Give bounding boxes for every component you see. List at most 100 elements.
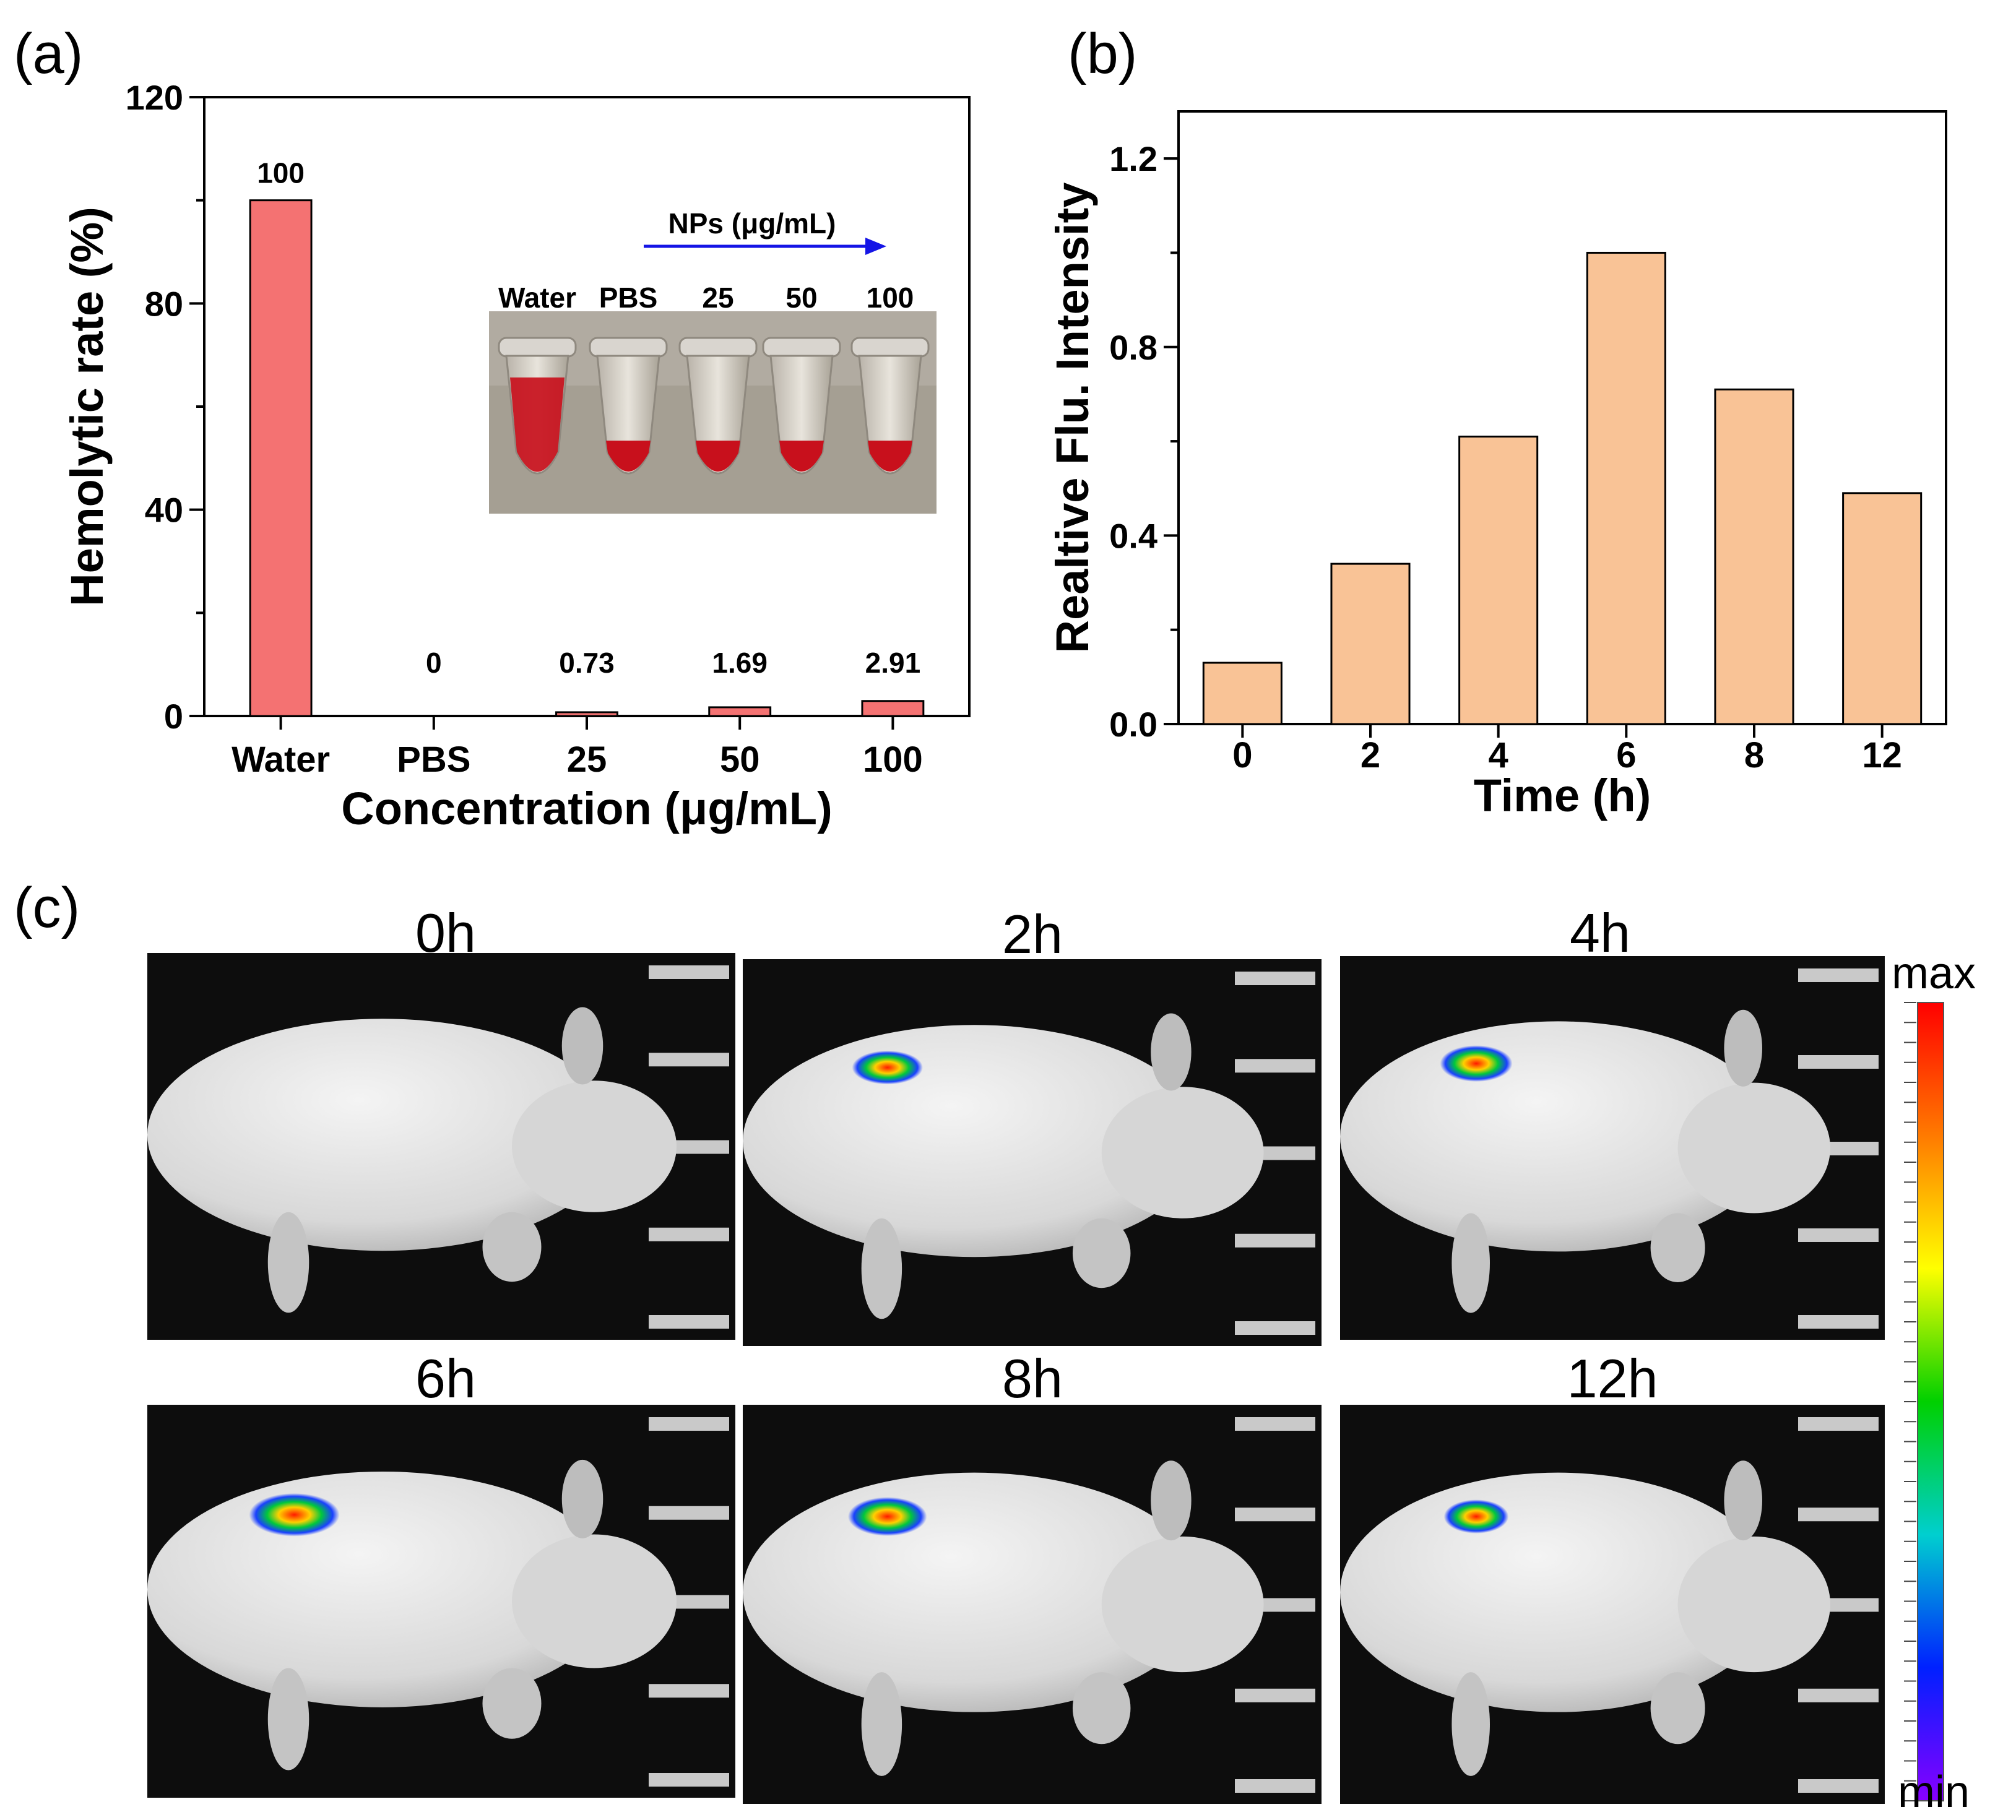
mouse-leg <box>267 1212 309 1313</box>
mouse-leg <box>482 1668 542 1739</box>
mouse-body <box>1340 1009 1830 1313</box>
y-tick-label: 0 <box>164 697 183 736</box>
x-tick-label: 25 <box>567 740 607 780</box>
panel-a-x-axis-title: Concentration (μg/mL) <box>341 783 832 834</box>
mouse-torso <box>1340 1472 1776 1712</box>
tube-cap <box>678 337 758 358</box>
ruler-mark <box>649 1227 729 1241</box>
inset-arrow-label: NPs (μg/mL) <box>668 207 836 239</box>
mouse-head <box>512 1080 677 1212</box>
mouse-leg <box>1451 1672 1490 1776</box>
mouse-torso <box>147 1019 618 1251</box>
bar-4 <box>1458 435 1539 725</box>
inset-tube-label: Water <box>498 282 576 314</box>
bar-2 <box>1330 563 1411 725</box>
y-tick-label: 0.4 <box>1109 516 1157 555</box>
ruler-mark <box>1798 1228 1879 1242</box>
panel-b-x-axis-title: Time (h) <box>1474 770 1651 821</box>
timepoint-label: 6h <box>415 1348 476 1409</box>
ruler-mark <box>1235 1059 1315 1073</box>
mouse-head <box>1677 1082 1830 1214</box>
rbc-pellet <box>696 441 740 472</box>
x-tick-label: Water <box>231 740 330 780</box>
x-tick-label: 50 <box>720 740 760 780</box>
bar-12 <box>1842 492 1923 725</box>
panel-b-x-axis: 0 2 4 6 8 12 <box>1232 724 1902 775</box>
panel-a-y-axis: 0 40 80 120 <box>126 78 204 736</box>
bar-value-label: 100 <box>257 157 305 189</box>
timepoint-label: 2h <box>1002 904 1063 965</box>
timepoint-label: 8h <box>1002 1348 1063 1409</box>
panel-b-y-axis: 0.0 0.4 0.8 1.2 <box>1109 139 1179 744</box>
tube-1 <box>498 337 577 475</box>
ruler-mark <box>649 1417 729 1431</box>
bar-value-label: 1.69 <box>712 647 768 679</box>
mouse-body <box>1340 1460 1830 1776</box>
mouse-torso <box>743 1025 1206 1257</box>
mouse-head <box>1101 1536 1264 1673</box>
ruler-mark <box>1235 1688 1315 1702</box>
inset-tube-label: 25 <box>702 282 733 314</box>
tube-5 <box>850 337 930 475</box>
timepoint-label: 12h <box>1567 1348 1658 1409</box>
mouse-leg <box>267 1668 309 1770</box>
panel-b-bars <box>1202 251 1923 725</box>
ruler-mark <box>649 1506 729 1520</box>
tube-cap <box>850 337 930 358</box>
mouse-head <box>1677 1536 1830 1673</box>
inset-tube-label: PBS <box>599 282 658 314</box>
tumor-signal <box>1440 1045 1513 1082</box>
ruler-mark <box>1235 1417 1315 1431</box>
x-tick-label: 12 <box>1862 735 1902 775</box>
tumor-signal <box>1443 1499 1509 1534</box>
bar-value-label: 2.91 <box>865 647 921 679</box>
mouse-ear <box>561 1459 604 1538</box>
mouse-ear <box>1724 1460 1762 1541</box>
mouse-body <box>743 1460 1264 1776</box>
colorbar-max-label: max <box>1892 949 1976 998</box>
mouse-leg <box>482 1212 542 1282</box>
rbc-pellet <box>606 441 651 472</box>
panel-a-x-axis: Water PBS 25 50 100 <box>231 716 923 780</box>
panel-c-image-grid: 0h 2h 4h 6h 8h 12h <box>147 902 1885 1804</box>
image-cell-4h: 4h <box>1340 902 1885 1340</box>
panel-b-label: (b) <box>1068 22 1137 85</box>
panel-a-y-axis-title: Hemolytic rate (%) <box>61 207 113 606</box>
colorbar: max min <box>1892 949 1976 1817</box>
x-tick-label: 0 <box>1232 735 1252 775</box>
colorbar-min-label: min <box>1898 1767 1970 1817</box>
bar-0 <box>1202 662 1283 725</box>
panel-a-inset: NPs (μg/mL) Water PBS 25 50 100 <box>489 207 937 514</box>
lysed-blood <box>510 377 565 472</box>
colorbar-ticks <box>1904 1002 1916 1801</box>
mouse-leg <box>1072 1218 1131 1288</box>
x-tick-label: 4 <box>1489 735 1508 775</box>
mouse-leg <box>1650 1672 1705 1745</box>
ruler-mark <box>1798 1055 1879 1069</box>
rbc-pellet <box>779 441 824 472</box>
panel-b-y-axis-title: Realtive Flu. Intensity <box>1047 183 1098 653</box>
timepoint-label: 4h <box>1570 902 1630 964</box>
mouse-leg <box>861 1672 902 1776</box>
ruler-mark <box>1235 1507 1315 1522</box>
ruler-mark <box>649 1315 729 1329</box>
bar-water <box>249 199 313 717</box>
bar-8 <box>1714 388 1794 725</box>
y-tick-label: 40 <box>145 491 183 530</box>
inset-tubes <box>498 337 930 475</box>
ruler-mark <box>1798 1507 1879 1522</box>
y-tick-label: 120 <box>126 78 183 117</box>
tube-2 <box>589 337 668 475</box>
inset-tube-labels: Water PBS 25 50 100 <box>498 282 914 314</box>
ruler-mark <box>1235 972 1315 985</box>
panel-c: (c) 0h 2h 4h 6h 8h 12h max min <box>14 876 1976 1817</box>
bar-25 <box>555 711 618 717</box>
ruler-mark <box>1235 1779 1315 1793</box>
bar-value-label: 0 <box>426 647 442 679</box>
mouse-body <box>147 1007 677 1313</box>
mouse-leg <box>1451 1213 1490 1313</box>
ruler-mark <box>649 1773 729 1787</box>
tumor-signal <box>847 1497 927 1537</box>
mouse-ear <box>1151 1013 1192 1091</box>
tube-cap <box>589 337 668 358</box>
